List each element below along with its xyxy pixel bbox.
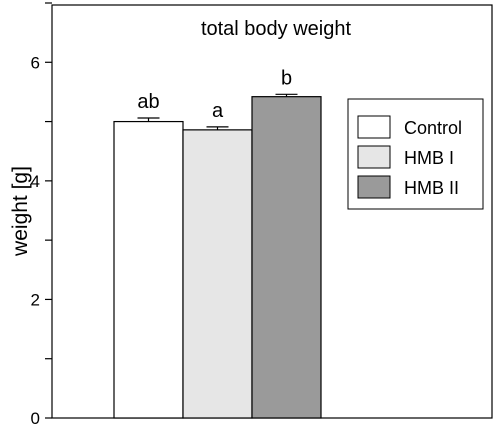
bar xyxy=(182,129,253,419)
y-axis-label: weight [g] xyxy=(9,166,32,257)
y-tick-label: 0 xyxy=(31,409,40,428)
legend-swatch xyxy=(357,145,391,169)
chart-title: total body weight xyxy=(201,18,352,40)
bar xyxy=(113,120,184,419)
legend-label: Control xyxy=(404,118,462,138)
legend-label: HMB II xyxy=(404,178,459,198)
significance-label: b xyxy=(281,67,292,89)
legend: Control HMB I HMB II xyxy=(347,98,484,210)
bars: ab ab xyxy=(113,67,322,419)
y-tick-label: 2 xyxy=(31,290,40,309)
significance-label: ab xyxy=(137,91,159,113)
y-tick-label: 6 xyxy=(31,53,40,72)
legend-swatch xyxy=(357,115,391,139)
significance-label: a xyxy=(212,100,224,122)
legend-label: HMB I xyxy=(404,148,454,168)
y-axis: 0 2 4 6 xyxy=(31,2,52,428)
bar xyxy=(251,96,322,419)
y-tick-label: 4 xyxy=(31,172,40,191)
legend-swatch xyxy=(357,175,391,199)
